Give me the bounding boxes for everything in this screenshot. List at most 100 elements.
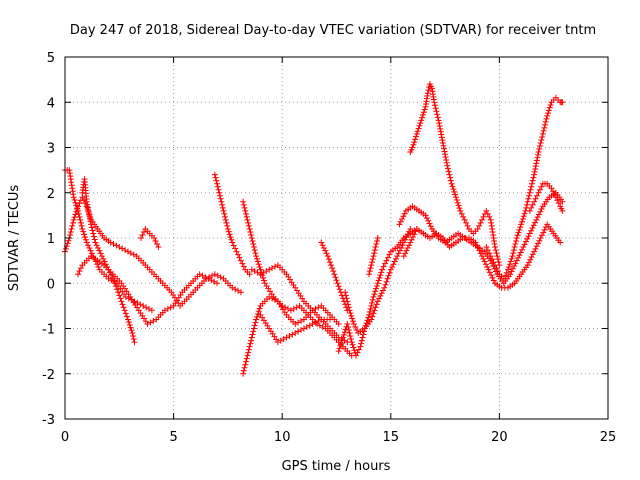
data-point-interp (106, 269, 113, 276)
data-point-interp (245, 219, 252, 226)
data-point-interp (212, 174, 219, 181)
data-point-interp (434, 111, 441, 118)
data-point-interp (213, 177, 220, 184)
data-point-interp (417, 120, 424, 127)
x-axis-ticks: 0 5 10 15 20 25 (61, 57, 616, 445)
data-point (131, 339, 138, 346)
data-point-interp (528, 180, 535, 187)
data-point-interp (542, 121, 549, 128)
series-arc11 (318, 239, 351, 314)
data-point-interp (232, 286, 239, 293)
y-tick-label: 1 (47, 232, 55, 247)
data-point-interp (512, 241, 519, 248)
data-point (326, 316, 333, 323)
data-point-interp (445, 168, 452, 175)
series-arc19 (526, 180, 566, 214)
data-point-interp (76, 268, 83, 275)
data-point (474, 225, 481, 232)
data-point-interp (373, 285, 380, 292)
data-point (124, 248, 131, 255)
data-point-interp (254, 313, 261, 320)
data-point-interp (280, 336, 287, 343)
data-point-interp (518, 246, 525, 253)
data-point (118, 298, 125, 305)
data-point-interp (378, 269, 385, 276)
series-arc2 (62, 194, 244, 309)
data-point (300, 325, 307, 332)
data-point (292, 330, 299, 337)
data-point (370, 253, 377, 260)
data-point-interp (236, 254, 243, 261)
data-point-interp (255, 261, 262, 268)
data-point (407, 239, 414, 246)
data-point-interp (366, 308, 373, 315)
data-point-interp (293, 304, 300, 311)
data-point-interp (532, 165, 539, 172)
data-point-interp (84, 201, 91, 208)
data-point-interp (64, 240, 71, 247)
data-point-interp (549, 188, 556, 195)
data-point-interp (116, 292, 123, 299)
data-point-interp (349, 341, 356, 348)
data-point-interp (511, 263, 518, 270)
series-arc10 (257, 311, 333, 346)
data-point (383, 257, 390, 264)
data-point-interp (441, 145, 448, 152)
data-point-interp (538, 206, 545, 213)
data-point-interp (554, 197, 561, 204)
data-point-interp (337, 342, 344, 349)
x-tick-label: 25 (600, 430, 617, 445)
data-point-interp (199, 272, 206, 279)
data-point-interp (555, 200, 562, 207)
x-tick-label: 15 (383, 430, 400, 445)
data-point (400, 253, 407, 260)
data-point-interp (530, 174, 537, 181)
data-point-interp (167, 304, 174, 311)
data-point-interp (480, 213, 487, 220)
data-point-interp (339, 337, 346, 344)
data-point-interp (242, 361, 249, 368)
data-point-interp (246, 343, 253, 350)
data-point (374, 298, 381, 305)
data-point-interp (369, 296, 376, 303)
data-point (387, 266, 394, 273)
data-point (370, 293, 377, 300)
data-point-interp (400, 213, 407, 220)
data-point-interp (152, 238, 159, 245)
data-point-interp (252, 250, 259, 257)
data-point-interp (370, 310, 377, 317)
data-point-interp (540, 229, 547, 236)
data-point-interp (347, 333, 354, 340)
data-point-interp (527, 186, 534, 193)
data-point (344, 320, 351, 327)
data-point (70, 216, 77, 223)
data-point-interp (82, 236, 89, 243)
data-point-interp (515, 254, 522, 261)
data-point-interp (538, 232, 545, 239)
data-point-interp (271, 263, 278, 270)
data-point (318, 239, 325, 246)
data-point-interp (376, 274, 383, 281)
data-point-interp (533, 160, 540, 167)
data-point-interp (534, 154, 541, 161)
data-point (88, 221, 95, 228)
x-axis-label: GPS time / hours (282, 459, 391, 474)
y-tick-label: -2 (42, 368, 55, 383)
data-point (366, 271, 373, 278)
data-point-interp (546, 104, 553, 111)
data-point-interp (446, 171, 453, 178)
data-point-interp (412, 136, 419, 143)
data-point-interp (223, 219, 230, 226)
data-point-interp (345, 323, 352, 330)
data-point-interp (86, 212, 93, 219)
data-point-interp (65, 237, 72, 244)
data-point-interp (219, 201, 226, 208)
data-point-interp (514, 232, 521, 239)
data-point-interp (373, 301, 380, 308)
data-point-interp (522, 238, 529, 245)
data-point-interp (95, 244, 102, 251)
data-point-interp (438, 131, 445, 138)
data-point-interp (108, 272, 115, 279)
data-point-interp (215, 186, 222, 193)
data-point (535, 189, 542, 196)
